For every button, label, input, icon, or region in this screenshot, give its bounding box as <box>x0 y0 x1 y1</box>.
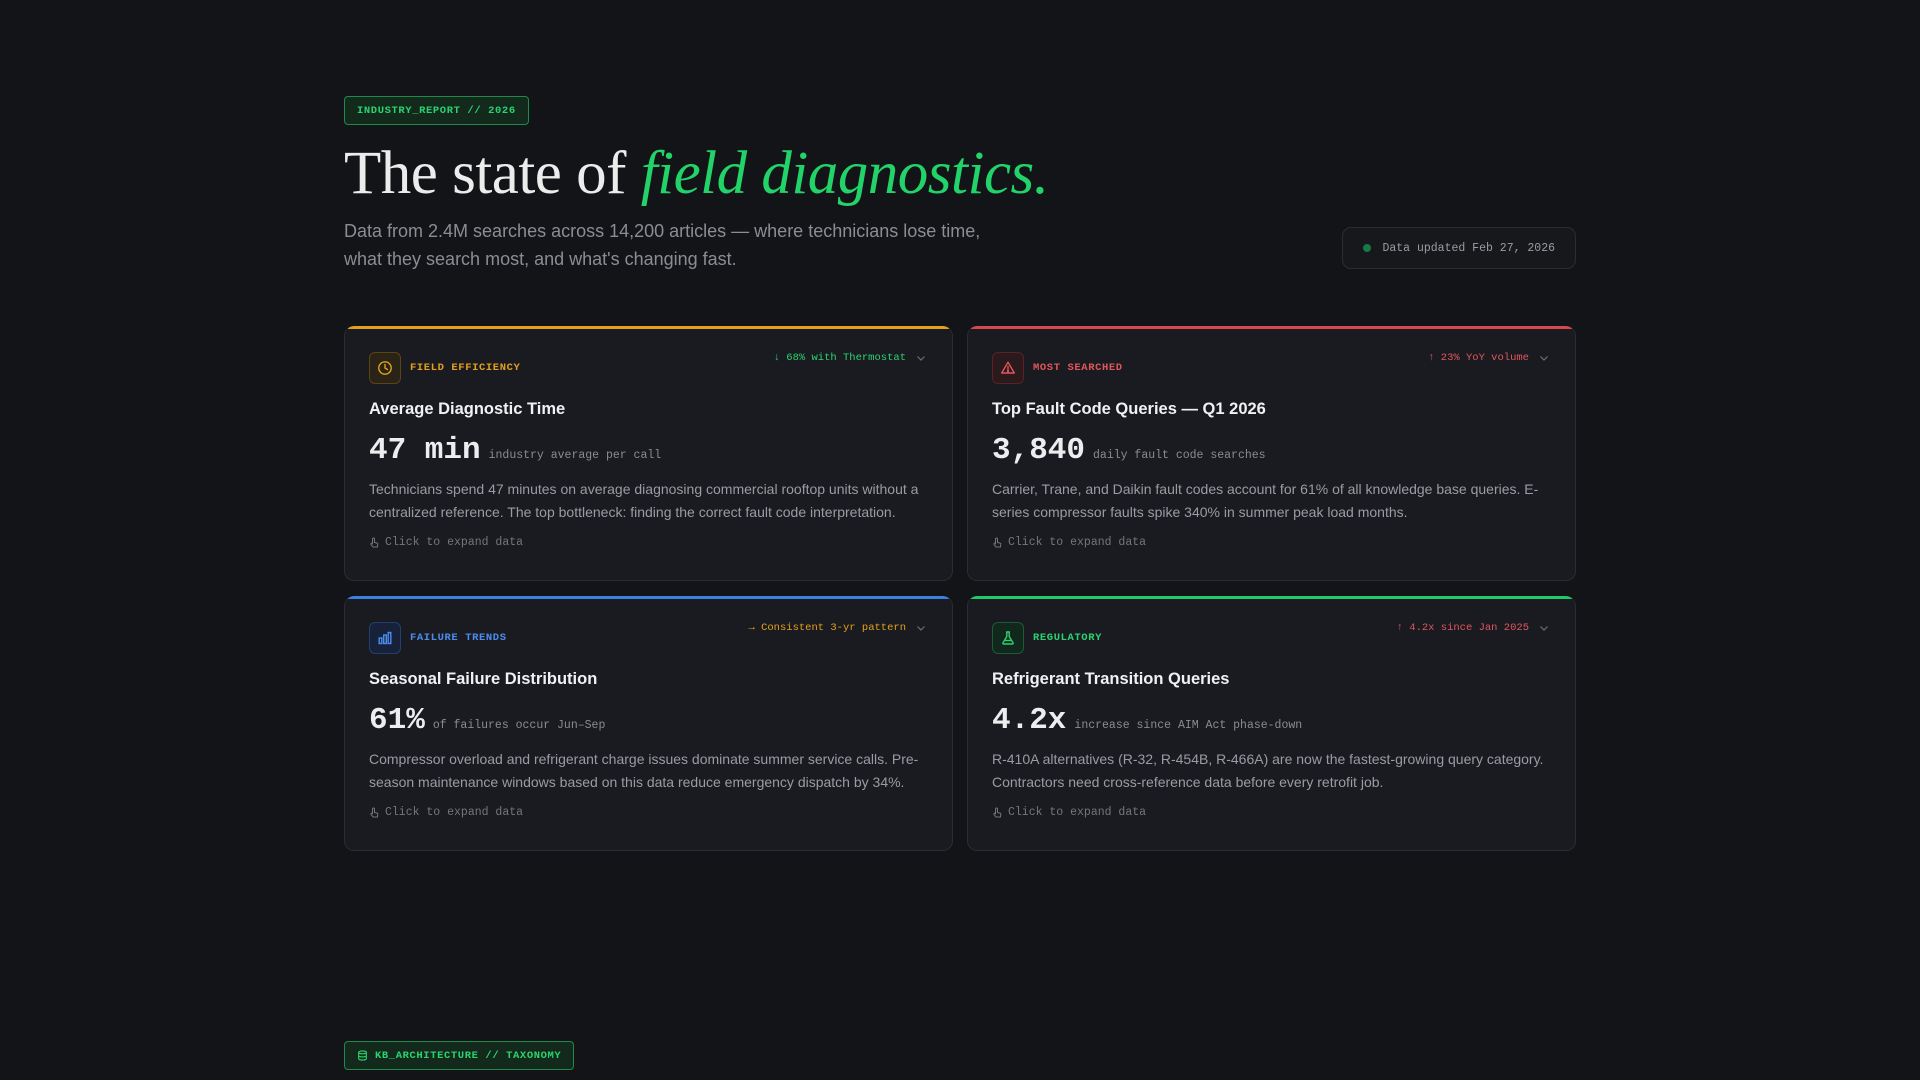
flask-icon <box>992 622 1024 654</box>
metric-value: 61% <box>369 703 425 738</box>
chevron-down-icon <box>1540 626 1548 631</box>
card-category: FAILURE TRENDS <box>410 632 507 644</box>
card-header: FAILURE TRENDS <box>369 622 928 654</box>
expand-label: Click to expand data <box>385 806 524 819</box>
card-description: Compressor overload and refrigerant char… <box>369 751 919 790</box>
pointer-hand-icon <box>993 537 1002 547</box>
card-description: Technicians spend 47 minutes on average … <box>369 481 919 520</box>
pointer-hand-icon <box>993 807 1002 817</box>
card-accent-bar <box>968 596 1575 599</box>
card-metric: 4.2x increase since AIM Act phase-down <box>992 703 1551 738</box>
card-trend: → Consistent 3-yr pattern <box>748 622 906 634</box>
metric-value: 4.2x <box>992 703 1067 738</box>
card-trend-toggle[interactable]: ↑ 4.2x since Jan 2025 <box>1397 622 1549 634</box>
card-category: FIELD EFFICIENCY <box>410 362 521 374</box>
stat-card-failure-trends[interactable]: FAILURE TRENDS → Consistent 3-yr pattern… <box>344 596 953 851</box>
card-metric: 61% of failures occur Jun–Sep <box>369 703 928 738</box>
card-trend-toggle[interactable]: → Consistent 3-yr pattern <box>748 622 926 634</box>
card-header: FIELD EFFICIENCY <box>369 352 928 384</box>
metric-value: 47 min <box>369 433 481 468</box>
card-category: REGULATORY <box>1033 632 1103 644</box>
expand-data-link[interactable]: Click to expand data <box>369 806 928 819</box>
card-category: MOST SEARCHED <box>1033 362 1123 374</box>
metric-label: increase since AIM Act phase-down <box>1074 719 1303 732</box>
clock-icon <box>369 352 401 384</box>
expand-data-link[interactable]: Click to expand data <box>992 536 1551 549</box>
chevron-down-icon <box>917 626 925 631</box>
pointer-hand-icon <box>370 537 379 547</box>
card-description: Carrier, Trane, and Daikin fault codes a… <box>992 481 1539 520</box>
title-accent: field diagnostics. <box>640 140 1049 207</box>
card-accent-bar <box>968 326 1575 329</box>
warning-triangle-icon <box>992 352 1024 384</box>
card-title: Average Diagnostic Time <box>369 400 566 418</box>
data-updated-label: Data updated Feb 27, 2026 <box>1382 241 1555 255</box>
card-metric: 3,840 daily fault code searches <box>992 433 1551 468</box>
card-header: MOST SEARCHED <box>992 352 1551 384</box>
card-trend: ↓ 68% with Thermostat <box>773 352 906 364</box>
title-plain: The state of <box>344 140 641 207</box>
bar-chart-icon <box>369 622 401 654</box>
stats-grid: FIELD EFFICIENCY ↓ 68% with Thermostat A… <box>344 326 1576 851</box>
card-accent-bar <box>345 326 952 329</box>
data-updated-badge: Data updated Feb 27, 2026 <box>1342 227 1576 269</box>
card-trend: ↑ 23% YoY volume <box>1428 352 1529 364</box>
expand-label: Click to expand data <box>385 536 524 549</box>
card-accent-bar <box>345 596 952 599</box>
stat-card-most-searched[interactable]: MOST SEARCHED ↑ 23% YoY volume Top Fault… <box>967 326 1576 581</box>
chevron-down-icon <box>917 356 925 361</box>
chevron-down-icon <box>1540 356 1548 361</box>
metric-label: of failures occur Jun–Sep <box>432 719 606 732</box>
expand-label: Click to expand data <box>1008 806 1147 819</box>
metric-label: industry average per call <box>488 449 662 462</box>
expand-label: Click to expand data <box>1008 536 1147 549</box>
card-trend-toggle[interactable]: ↑ 23% YoY volume <box>1428 352 1549 364</box>
card-title: Seasonal Failure Distribution <box>369 670 598 688</box>
stat-card-regulatory[interactable]: REGULATORY ↑ 4.2x since Jan 2025 Refrige… <box>967 596 1576 851</box>
card-metric: 47 min industry average per call <box>369 433 928 468</box>
card-title: Top Fault Code Queries — Q1 2026 <box>992 400 1266 418</box>
report-badge: INDUSTRY_REPORT // 2026 <box>344 96 529 125</box>
stat-card-field-efficiency[interactable]: FIELD EFFICIENCY ↓ 68% with Thermostat A… <box>344 326 953 581</box>
status-dot-icon <box>1363 244 1372 252</box>
section-badge: KB_ARCHITECTURE // TAXONOMY <box>344 1041 575 1070</box>
card-description: R-410A alternatives (R-32, R-454B, R-466… <box>992 751 1544 790</box>
expand-data-link[interactable]: Click to expand data <box>369 536 928 549</box>
report-header: INDUSTRY_REPORT // 2026 The state of fie… <box>344 96 1576 851</box>
card-trend-toggle[interactable]: ↓ 68% with Thermostat <box>774 352 926 364</box>
page-title: The state of field diagnostics. <box>344 141 1576 207</box>
database-icon <box>358 1050 367 1061</box>
card-title: Refrigerant Transition Queries <box>992 670 1230 688</box>
section-badge-label: KB_ARCHITECTURE // TAXONOMY <box>375 1049 562 1062</box>
card-trend: ↑ 4.2x since Jan 2025 <box>1396 622 1529 634</box>
pointer-hand-icon <box>370 807 379 817</box>
page-subtitle: Data from 2.4M searches across 14,200 ar… <box>344 220 981 269</box>
metric-value: 3,840 <box>992 433 1086 468</box>
expand-data-link[interactable]: Click to expand data <box>992 806 1551 819</box>
card-header: REGULATORY <box>992 622 1551 654</box>
metric-label: daily fault code searches <box>1093 449 1266 462</box>
